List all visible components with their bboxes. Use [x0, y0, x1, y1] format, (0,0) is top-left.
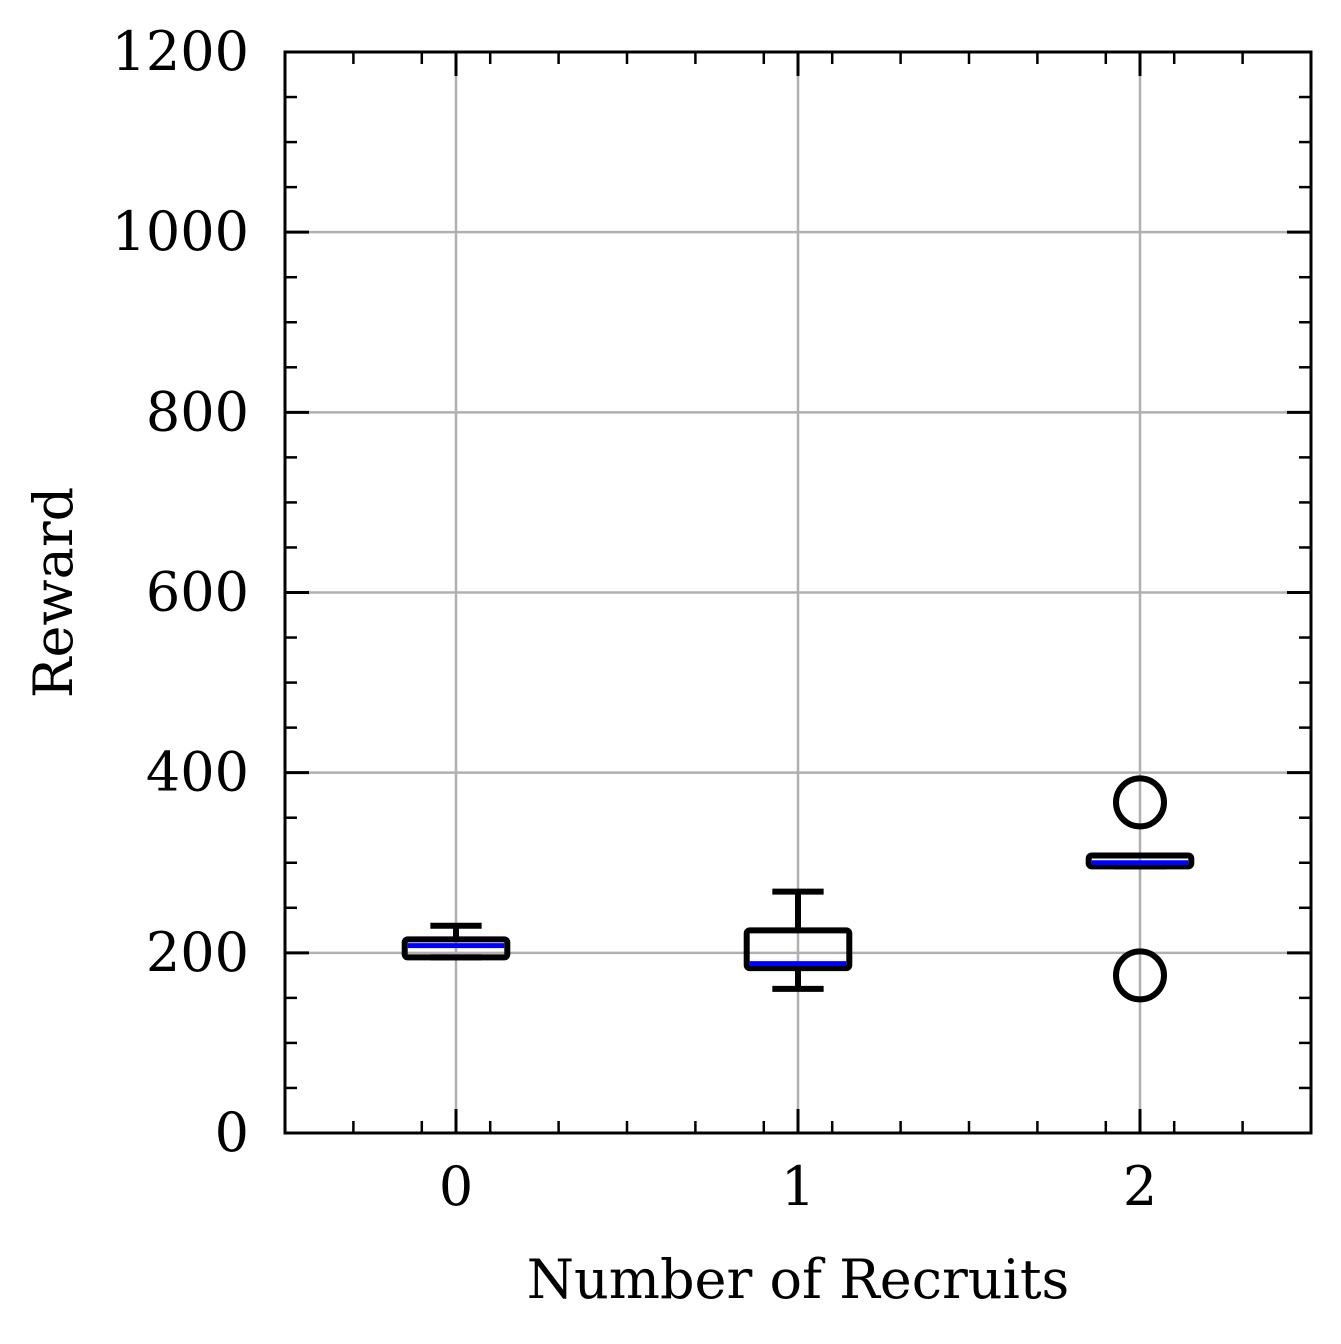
x-axis-label: Number of Recruits — [527, 1248, 1070, 1311]
x-tick-label: 2 — [1123, 1155, 1157, 1218]
outlier-point — [1113, 948, 1167, 1003]
outlier-point — [1113, 775, 1167, 830]
y-tick-label: 1000 — [112, 200, 249, 263]
box-body — [1085, 852, 1195, 870]
boxes — [401, 775, 1195, 1003]
x-tick-label: 0 — [439, 1155, 473, 1218]
y-tick-label: 800 — [146, 380, 249, 443]
box-body — [743, 927, 853, 972]
y-axis-label: Reward — [22, 487, 85, 698]
y-tick-label: 200 — [146, 921, 249, 984]
box-group — [1085, 775, 1195, 1003]
axis-ticks — [285, 50, 1311, 1135]
y-tick-label: 1200 — [112, 20, 249, 83]
y-tick-label: 0 — [215, 1101, 249, 1164]
tick-labels: 0 200 400 600 800 1000 1200 0 1 2 — [112, 20, 1158, 1218]
box-group — [401, 922, 511, 961]
box-body — [401, 936, 511, 961]
box-group — [743, 888, 853, 992]
y-tick-label: 400 — [146, 741, 249, 804]
x-tick-label: 1 — [781, 1155, 815, 1218]
y-tick-label: 600 — [146, 561, 249, 624]
